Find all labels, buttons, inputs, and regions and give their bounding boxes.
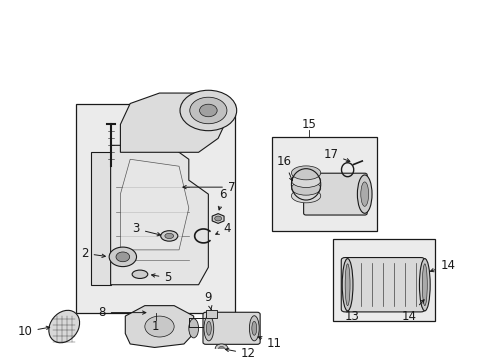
Ellipse shape	[132, 270, 148, 278]
Ellipse shape	[292, 166, 321, 180]
Polygon shape	[111, 145, 208, 285]
Ellipse shape	[189, 319, 198, 338]
Bar	[206, 310, 217, 318]
Text: 4: 4	[216, 222, 230, 235]
Circle shape	[109, 247, 137, 267]
Text: 15: 15	[301, 118, 316, 131]
Text: 1: 1	[152, 320, 160, 333]
Text: 16: 16	[277, 154, 293, 181]
Circle shape	[190, 97, 227, 124]
Polygon shape	[121, 159, 189, 250]
Bar	[333, 239, 435, 321]
Bar	[272, 136, 377, 231]
Polygon shape	[91, 152, 111, 285]
Ellipse shape	[292, 189, 321, 203]
Ellipse shape	[161, 231, 178, 241]
Ellipse shape	[145, 316, 174, 337]
Circle shape	[215, 216, 221, 221]
Text: 17: 17	[323, 148, 350, 162]
FancyBboxPatch shape	[203, 312, 260, 344]
Text: 13: 13	[345, 310, 360, 323]
Polygon shape	[212, 213, 224, 224]
Polygon shape	[125, 306, 194, 347]
Ellipse shape	[345, 264, 350, 306]
Ellipse shape	[292, 174, 321, 188]
Text: 5: 5	[151, 271, 172, 284]
Circle shape	[116, 252, 130, 262]
Text: 3: 3	[133, 222, 161, 236]
Text: 7: 7	[183, 181, 235, 194]
Ellipse shape	[49, 310, 79, 343]
Ellipse shape	[361, 182, 368, 206]
Circle shape	[215, 344, 228, 353]
FancyBboxPatch shape	[304, 173, 367, 215]
Circle shape	[199, 104, 217, 117]
Text: 14: 14	[401, 300, 424, 323]
Ellipse shape	[165, 233, 173, 239]
Polygon shape	[121, 93, 228, 152]
Text: 2: 2	[81, 247, 105, 260]
Circle shape	[219, 346, 224, 351]
Ellipse shape	[204, 316, 214, 341]
Text: 14: 14	[430, 259, 455, 272]
Ellipse shape	[357, 175, 372, 213]
Text: 8: 8	[98, 306, 146, 319]
Ellipse shape	[419, 258, 430, 311]
Text: 6: 6	[219, 188, 227, 210]
Bar	[76, 104, 235, 312]
Ellipse shape	[206, 321, 211, 335]
Ellipse shape	[252, 321, 257, 335]
Text: 10: 10	[18, 325, 49, 338]
Text: 9: 9	[205, 291, 212, 310]
Ellipse shape	[342, 258, 353, 311]
Ellipse shape	[422, 264, 427, 306]
Text: 12: 12	[225, 347, 256, 360]
Text: 11: 11	[258, 337, 282, 351]
FancyBboxPatch shape	[341, 257, 425, 312]
Circle shape	[180, 90, 237, 131]
Ellipse shape	[292, 181, 321, 195]
Ellipse shape	[249, 316, 259, 341]
